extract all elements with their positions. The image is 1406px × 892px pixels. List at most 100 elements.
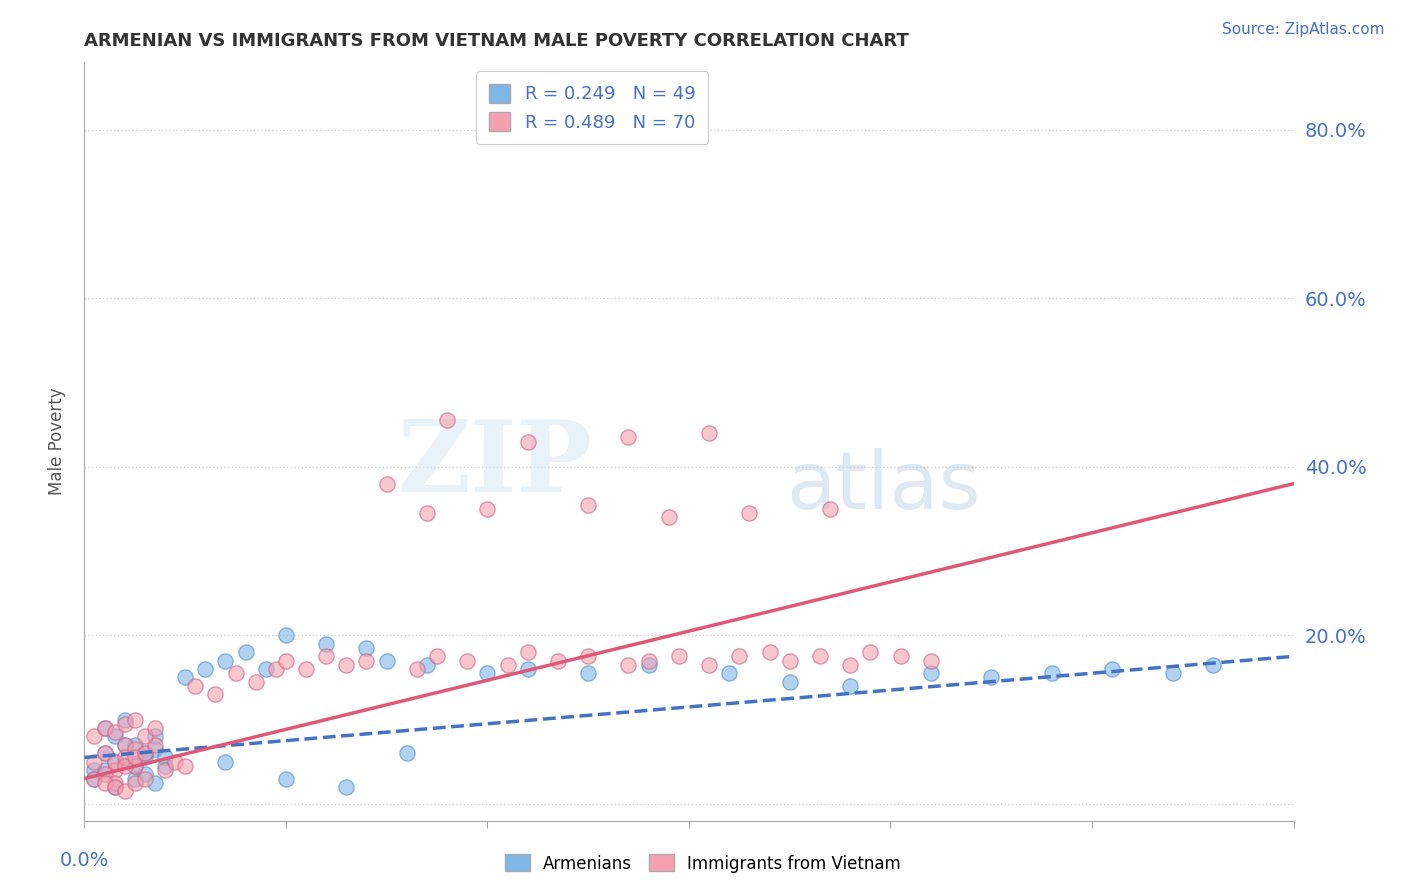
Point [738, 506, 761, 520]
Point [758, 645, 780, 659]
Point [808, 649, 831, 664]
Point [153, 759, 176, 773]
Point [637, 657, 659, 672]
Point [477, 666, 499, 681]
Point [104, 755, 127, 769]
Point [697, 426, 720, 441]
Point [134, 746, 156, 760]
Point [124, 776, 146, 790]
Point [134, 767, 156, 781]
Point [134, 772, 156, 786]
Point [375, 654, 398, 668]
Point [335, 780, 357, 794]
Point [718, 666, 741, 681]
Point [920, 654, 942, 668]
Text: 0.0%: 0.0% [59, 851, 110, 870]
Point [456, 654, 478, 668]
Point [143, 730, 166, 744]
Point [114, 784, 136, 798]
Point [274, 628, 297, 642]
Point [315, 637, 337, 651]
Point [124, 713, 146, 727]
Point [1161, 666, 1184, 681]
Point [980, 670, 1002, 684]
Point [920, 666, 942, 681]
Point [264, 662, 287, 676]
Text: ZIP: ZIP [398, 416, 592, 513]
Text: ARMENIAN VS IMMIGRANTS FROM VIETNAM MALE POVERTY CORRELATION CHART: ARMENIAN VS IMMIGRANTS FROM VIETNAM MALE… [84, 32, 910, 50]
Point [114, 755, 136, 769]
Point [114, 716, 136, 731]
Point [194, 662, 217, 676]
Point [153, 750, 176, 764]
Point [114, 713, 136, 727]
Point [406, 662, 429, 676]
Point [254, 662, 277, 676]
Point [235, 645, 257, 659]
Point [375, 476, 398, 491]
Point [274, 772, 297, 786]
Text: Source: ZipAtlas.com: Source: ZipAtlas.com [1222, 22, 1385, 37]
Point [124, 772, 146, 786]
Point [174, 759, 197, 773]
Point [477, 502, 499, 516]
Point [204, 687, 226, 701]
Point [104, 780, 127, 794]
Point [295, 662, 318, 676]
Point [516, 645, 538, 659]
Point [124, 738, 146, 752]
Point [93, 763, 115, 777]
Point [134, 746, 156, 760]
Point [83, 772, 105, 786]
Point [617, 430, 640, 444]
Point [335, 657, 357, 672]
Legend: Armenians, Immigrants from Vietnam: Armenians, Immigrants from Vietnam [498, 847, 908, 880]
Point [1202, 657, 1225, 672]
Point [839, 657, 862, 672]
Point [124, 759, 146, 773]
Point [134, 730, 156, 744]
Point [143, 742, 166, 756]
Point [779, 654, 801, 668]
Point [516, 434, 538, 449]
Point [516, 662, 538, 676]
Point [839, 679, 862, 693]
Point [617, 657, 640, 672]
Point [818, 502, 841, 516]
Point [93, 721, 115, 735]
Point [83, 763, 105, 777]
Point [114, 750, 136, 764]
Point [174, 670, 197, 684]
Point [93, 721, 115, 735]
Point [274, 654, 297, 668]
Point [416, 506, 439, 520]
Point [143, 721, 166, 735]
Point [184, 679, 207, 693]
Point [890, 649, 912, 664]
Point [356, 654, 378, 668]
Point [496, 657, 519, 672]
Point [124, 742, 146, 756]
Point [547, 654, 569, 668]
Point [779, 674, 801, 689]
Point [93, 746, 115, 760]
Point [214, 654, 236, 668]
Point [124, 750, 146, 764]
Point [114, 759, 136, 773]
Point [697, 657, 720, 672]
Point [104, 780, 127, 794]
Point [395, 746, 418, 760]
Point [214, 755, 236, 769]
Y-axis label: Male Poverty: Male Poverty [48, 388, 66, 495]
Point [83, 755, 105, 769]
Point [114, 738, 136, 752]
Point [728, 649, 751, 664]
Point [83, 730, 105, 744]
Point [426, 649, 449, 664]
Point [93, 767, 115, 781]
Point [93, 776, 115, 790]
Point [165, 755, 187, 769]
Point [436, 413, 458, 427]
Point [416, 657, 439, 672]
Point [1101, 662, 1123, 676]
